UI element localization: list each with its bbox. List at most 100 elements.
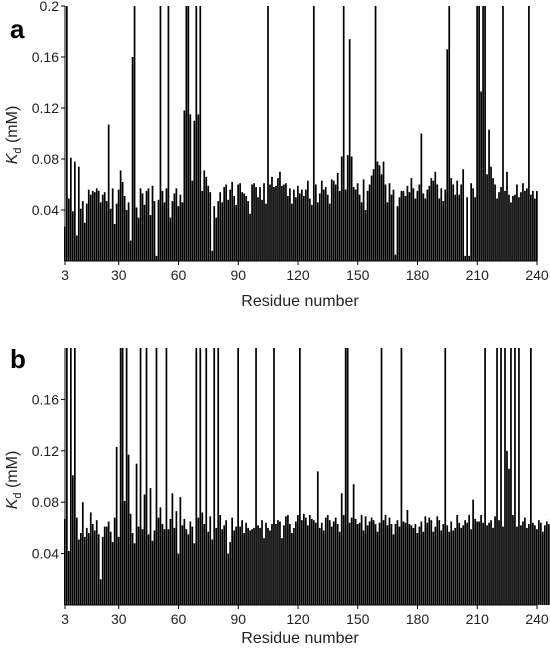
bar-residue-137 [330,526,333,605]
bar-residue-229 [514,348,516,605]
bar-residue-95 [247,201,249,261]
bar-residue-148 [352,484,355,605]
bar-residue-190 [436,516,439,605]
bar-residue-192 [440,530,443,605]
x-tick-label: 3 [61,611,69,627]
bar-residue-140 [336,524,339,605]
bar-residue-58 [173,193,176,261]
bar-residue-227 [510,202,512,261]
bar-residue-104 [265,522,267,605]
bar-residue-59 [175,511,178,605]
bar-residue-109 [275,185,277,261]
y-tick-label: 0.16 [32,49,59,65]
bar-residue-183 [422,193,425,261]
bar-residue-10 [77,539,80,605]
bar-residue-33 [123,195,126,261]
bar-residue-216 [488,129,490,261]
bar-residue-12 [81,502,84,605]
bar-residue-241 [538,520,540,605]
bar-residue-145 [346,348,349,605]
bar-residue-120 [297,185,299,261]
panel-a-y-label-sub: d [12,147,24,153]
bar-residue-94 [245,522,247,605]
bar-residue-218 [492,178,494,262]
bar-residue-70 [197,114,200,262]
bar-residue-185 [426,522,429,605]
bar-residue-201 [458,194,461,261]
panel-b-y-label-unit: (mM) [4,451,21,493]
bar-residue-29 [115,203,118,262]
bar-residue-174 [404,195,407,261]
bar-residue-154 [364,210,367,261]
bar-residue-28 [113,517,116,605]
bar-residue-106 [269,530,271,605]
bar-residue-38 [133,543,136,605]
bar-residue-159 [374,6,377,261]
bar-residue-150 [356,524,359,605]
x-tick-label: 90 [230,267,246,283]
bar-residue-27 [111,188,114,261]
panel-a-y-label-k: K [4,152,21,164]
bar-residue-105 [267,527,269,605]
bar-residue-50 [157,517,160,605]
bar-residue-226 [508,194,510,261]
bar-residue-134 [324,187,327,261]
bar-residue-125 [306,525,309,605]
bar-residue-74 [205,348,208,605]
bar-residue-41 [139,348,142,605]
bar-residue-191 [438,520,441,605]
bar-residue-35 [127,454,130,605]
bar-residue-211 [478,521,480,605]
x-tick-label: 180 [406,611,430,627]
bar-residue-172 [400,348,403,605]
x-tick-label: 150 [346,611,370,627]
bar-residue-121 [299,193,301,261]
bar-residue-76 [209,192,212,261]
bar-residue-64 [185,6,188,261]
bar-residue-158 [372,520,375,605]
panel-a-x-axis: 3 30 60 90 120 150 180 210 240 [61,260,549,283]
bar-residue-171 [398,197,401,261]
bar-residue-87 [231,517,234,605]
panel-a-bars [64,6,538,262]
bar-residue-184 [424,516,427,605]
bar-residue-231 [518,348,520,605]
bar-residue-29 [115,446,118,605]
bar-residue-154 [364,516,367,605]
bar-residue-79 [215,217,218,261]
bar-residue-239 [534,198,536,261]
bar-residue-150 [356,183,359,261]
bar-residue-73 [203,524,206,605]
bar-residue-203 [462,525,465,605]
panel-b-letter: b [10,344,26,374]
bar-residue-151 [358,522,361,605]
bar-residue-66 [189,114,192,262]
bar-residue-188 [432,180,435,261]
bar-residue-156 [368,184,371,261]
bar-residue-103 [263,538,265,605]
bar-residue-111 [279,521,281,605]
bar-residue-4 [66,348,68,605]
bar-residue-138 [332,521,335,605]
bar-residue-119 [295,197,297,261]
bar-residue-99 [255,187,257,261]
bar-residue-206 [468,255,471,261]
bar-residue-95 [247,527,249,605]
bar-residue-80 [217,201,220,261]
bar-residue-48 [153,530,156,605]
bar-residue-40 [137,217,140,261]
bar-residue-245 [545,521,548,605]
bar-residue-122 [301,189,303,261]
bar-residue-77 [211,539,214,605]
bar-residue-5 [67,198,70,261]
panel-a-letter: a [10,14,25,44]
bar-residue-146 [348,522,351,605]
bar-residue-6 [69,157,72,261]
bar-residue-113 [283,184,285,261]
bar-residue-136 [328,520,331,605]
bar-residue-181 [418,184,421,261]
bar-residue-201 [458,522,461,605]
bar-residue-141 [338,531,341,605]
bar-residue-98 [253,183,255,261]
bar-residue-31 [119,170,122,261]
